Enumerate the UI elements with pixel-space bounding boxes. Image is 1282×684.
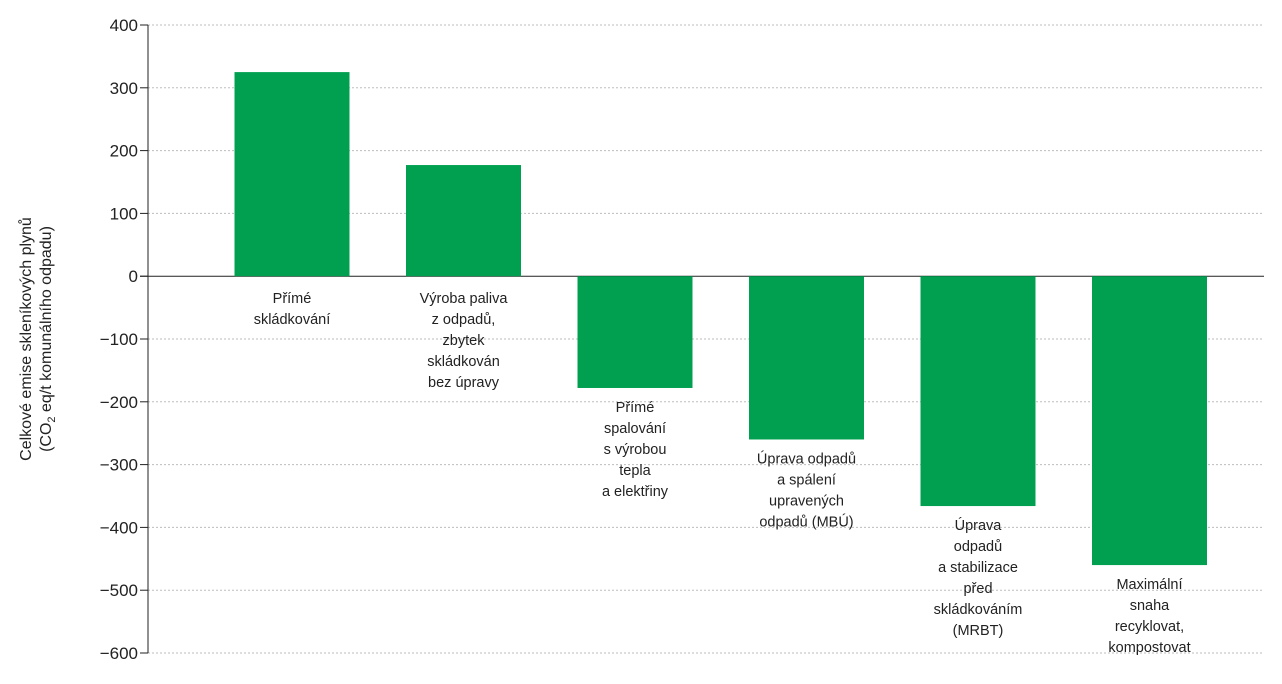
y-axis-label-suffix: eq/t komunálního odpadu) [38,226,55,416]
category-label-line: a spálení [777,472,836,488]
category-label-line: odpadů [954,539,1002,555]
category-label-line: odpadů (MBÚ) [759,513,853,530]
category-label-line: tepla [619,463,651,479]
y-tick-label: 400 [110,16,138,35]
bar [406,165,521,277]
category-label: Úprava odpadů a spálení upravených odpadů (… [757,450,856,530]
category-label-line: Výroba paliva [420,291,509,307]
category-label-line: zbytek [443,333,486,349]
category-label-line: upravených [769,493,844,509]
y-tick-label: −400 [100,518,138,537]
category-labels: Přímé skládkování Výroba paliva z odpadů, zb… [254,291,1191,656]
category-label-line: z odpadů, [432,312,496,328]
category-label: Přímé skládkování [254,291,331,328]
category-label-line: skládkován [427,354,500,370]
category-label: Úprava odpadů a stabilizace před skládkování… [934,517,1023,639]
y-tick-label: −200 [100,393,138,412]
category-label-line: Maximální [1116,577,1182,593]
category-label-line: kompostovat [1108,640,1190,656]
category-label-line: před [963,581,992,597]
y-axis-ticks: 400 300 200 100 0 −100 −200 −300 −400 −500 −600 [100,16,148,663]
y-tick-label: 200 [110,142,138,161]
y-tick-label: −500 [100,581,138,600]
category-label-line: Úprava [955,517,1003,534]
category-label-line: skládkování [254,312,331,328]
y-axis-label-subscript: 2 [46,416,58,422]
category-label-line: skládkováním [934,602,1023,618]
category-label-line: Přímé [616,400,655,416]
category-label-line: spalování [604,421,666,437]
category-label-line: Přímé [273,291,312,307]
y-axis-label-prefix: (CO [38,423,55,452]
bar [920,276,1036,507]
bars [234,72,1207,566]
category-label-line: (MRBT) [953,623,1004,639]
category-label: Přímé spalování s výrobou tepla a elektřiny [602,400,669,500]
y-tick-label: 300 [110,79,138,98]
category-label-line: Úprava odpadů [757,450,856,467]
bar [234,72,350,277]
gridlines [148,24,1264,654]
category-label-line: recyklovat, [1115,619,1184,635]
category-label-line: snaha [1130,598,1170,614]
category-label: Výroba paliva z odpadů, zbytek skládkován be… [420,291,509,391]
category-label-line: s výrobou [604,442,667,458]
y-tick-label: 100 [110,204,138,223]
y-axis-label-line2: (CO2 eq/t komunálního odpadu) [38,226,58,452]
y-axis-label: Celkové emise skleníkových plynů (CO2 eq… [17,217,58,461]
y-tick-label: −100 [100,330,138,349]
y-tick-label: 0 [129,267,138,286]
y-axis-label-line1: Celkové emise skleníkových plynů [17,217,35,461]
category-label-line: bez úpravy [428,375,500,391]
bar [749,276,864,440]
bar [577,276,693,388]
category-label: Maximální snaha recyklovat, kompostovat [1108,577,1190,656]
bar [1092,276,1207,566]
y-tick-label: −600 [100,644,138,663]
y-tick-label: −300 [100,456,138,475]
category-label-line: a stabilizace [938,560,1018,576]
category-label-line: a elektřiny [602,484,669,500]
